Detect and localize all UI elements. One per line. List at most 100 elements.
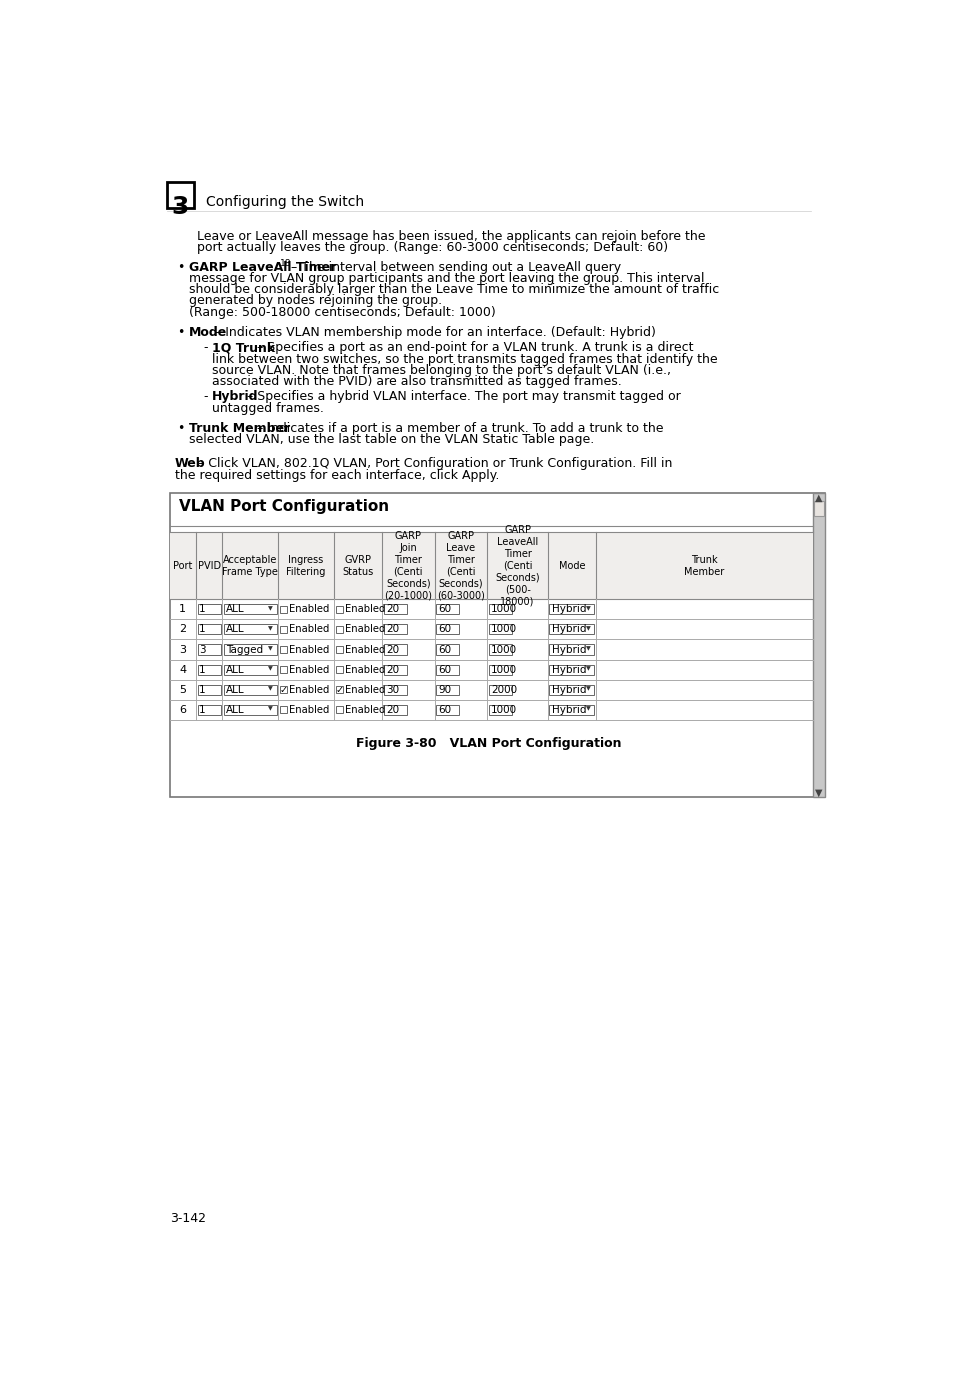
Text: VLAN Port Configuration: VLAN Port Configuration bbox=[179, 500, 389, 515]
Text: ALL: ALL bbox=[226, 705, 245, 715]
Text: 60: 60 bbox=[438, 705, 451, 715]
Text: GVRP
Status: GVRP Status bbox=[342, 555, 374, 576]
Bar bbox=[383, 604, 406, 615]
Text: 1: 1 bbox=[179, 604, 186, 615]
Text: Tagged: Tagged bbox=[226, 644, 263, 655]
Bar bbox=[224, 644, 276, 655]
Text: 1000: 1000 bbox=[491, 625, 517, 634]
Text: 90: 90 bbox=[438, 684, 451, 694]
Text: ▼: ▼ bbox=[585, 647, 590, 651]
Text: •: • bbox=[177, 261, 185, 273]
Bar bbox=[335, 706, 343, 713]
Text: 20: 20 bbox=[385, 604, 398, 615]
Text: 5: 5 bbox=[179, 684, 186, 694]
Bar bbox=[224, 705, 276, 715]
Text: (Range: 500-18000 centiseconds; Default: 1000): (Range: 500-18000 centiseconds; Default:… bbox=[189, 305, 496, 319]
Text: 20: 20 bbox=[385, 625, 398, 634]
Bar bbox=[488, 665, 512, 675]
Text: Figure 3-80   VLAN Port Configuration: Figure 3-80 VLAN Port Configuration bbox=[355, 737, 621, 750]
Text: Hybrid: Hybrid bbox=[212, 390, 258, 404]
Text: 1: 1 bbox=[199, 665, 206, 675]
Text: Hybrid: Hybrid bbox=[551, 705, 585, 715]
Text: Enabled: Enabled bbox=[289, 705, 329, 715]
Text: 3: 3 bbox=[199, 644, 206, 655]
Bar bbox=[549, 604, 594, 615]
Bar bbox=[436, 625, 459, 634]
Text: 2000: 2000 bbox=[491, 684, 517, 694]
Text: Hybrid: Hybrid bbox=[551, 665, 585, 675]
Text: -: - bbox=[203, 341, 207, 354]
Bar bbox=[335, 626, 343, 633]
Text: – Specifies a port as an end-point for a VLAN trunk. A trunk is a direct: – Specifies a port as an end-point for a… bbox=[253, 341, 692, 354]
Bar bbox=[335, 607, 343, 613]
Text: the required settings for each interface, click Apply.: the required settings for each interface… bbox=[174, 469, 499, 482]
Bar bbox=[488, 705, 512, 715]
Text: – Click VLAN, 802.1Q VLAN, Port Configuration or Trunk Configuration. Fill in: – Click VLAN, 802.1Q VLAN, Port Configur… bbox=[193, 458, 671, 471]
Text: 1: 1 bbox=[199, 625, 206, 634]
Bar bbox=[436, 705, 459, 715]
Bar bbox=[280, 645, 287, 652]
Bar bbox=[383, 684, 406, 694]
Bar bbox=[197, 604, 220, 615]
Bar bbox=[436, 684, 459, 694]
Text: GARP
Leave
Timer
(Centi
Seconds)
(60-3000): GARP Leave Timer (Centi Seconds) (60-300… bbox=[436, 530, 484, 601]
Text: Port: Port bbox=[172, 561, 193, 570]
Text: Enabled: Enabled bbox=[344, 604, 385, 615]
Bar bbox=[488, 644, 512, 655]
Text: Enabled: Enabled bbox=[344, 684, 385, 694]
Bar bbox=[549, 644, 594, 655]
Text: GARP LeaveAll Timer: GARP LeaveAll Timer bbox=[189, 261, 335, 273]
Bar bbox=[383, 705, 406, 715]
Text: ▼: ▼ bbox=[815, 788, 821, 798]
Bar bbox=[335, 645, 343, 652]
Text: 60: 60 bbox=[438, 604, 451, 615]
Bar bbox=[170, 532, 812, 600]
Text: 3: 3 bbox=[172, 196, 189, 219]
Text: ▼: ▼ bbox=[585, 666, 590, 672]
Bar bbox=[280, 626, 287, 633]
Text: 3: 3 bbox=[179, 644, 186, 655]
Text: selected VLAN, use the last table on the VLAN Static Table page.: selected VLAN, use the last table on the… bbox=[189, 433, 594, 446]
Text: 1000: 1000 bbox=[491, 644, 517, 655]
Text: GARP
Join
Timer
(Centi
Seconds)
(20-1000): GARP Join Timer (Centi Seconds) (20-1000… bbox=[384, 530, 432, 601]
Text: untagged frames.: untagged frames. bbox=[212, 401, 324, 415]
Text: Enabled: Enabled bbox=[344, 665, 385, 675]
Text: Mode: Mode bbox=[558, 561, 584, 570]
Text: Enabled: Enabled bbox=[344, 644, 385, 655]
Text: -: - bbox=[203, 390, 207, 404]
Text: Enabled: Enabled bbox=[289, 665, 329, 675]
Text: source VLAN. Note that frames belonging to the port’s default VLAN (i.e.,: source VLAN. Note that frames belonging … bbox=[212, 364, 671, 376]
Text: 4: 4 bbox=[179, 665, 186, 675]
Text: ALL: ALL bbox=[226, 625, 245, 634]
Bar bbox=[280, 706, 287, 713]
Text: Hybrid: Hybrid bbox=[551, 625, 585, 634]
Text: port actually leaves the group. (Range: 60-3000 centiseconds; Default: 60): port actually leaves the group. (Range: … bbox=[196, 242, 667, 254]
Bar bbox=[488, 625, 512, 634]
Bar bbox=[197, 625, 220, 634]
Text: ▼: ▼ bbox=[268, 666, 273, 672]
Text: 1: 1 bbox=[199, 684, 206, 694]
Text: •: • bbox=[177, 326, 185, 339]
Text: ▼: ▼ bbox=[268, 647, 273, 651]
Bar bbox=[224, 604, 276, 615]
Text: ✓: ✓ bbox=[335, 684, 343, 694]
Bar bbox=[224, 684, 276, 694]
Text: ▼: ▼ bbox=[585, 607, 590, 611]
Text: 1Q Trunk: 1Q Trunk bbox=[212, 341, 275, 354]
Text: 20: 20 bbox=[385, 665, 398, 675]
Bar bbox=[488, 684, 512, 694]
Text: Enabled: Enabled bbox=[289, 684, 329, 694]
Bar bbox=[549, 665, 594, 675]
Text: generated by nodes rejoining the group.: generated by nodes rejoining the group. bbox=[189, 294, 441, 308]
Text: 20: 20 bbox=[385, 644, 398, 655]
Text: ▲: ▲ bbox=[815, 493, 821, 502]
Bar bbox=[167, 182, 193, 208]
Text: •: • bbox=[177, 422, 185, 434]
Text: Enabled: Enabled bbox=[289, 644, 329, 655]
Bar bbox=[436, 665, 459, 675]
Bar bbox=[280, 666, 287, 673]
Bar bbox=[335, 666, 343, 673]
Text: 1000: 1000 bbox=[491, 665, 517, 675]
Text: 1: 1 bbox=[199, 604, 206, 615]
Bar bbox=[383, 644, 406, 655]
